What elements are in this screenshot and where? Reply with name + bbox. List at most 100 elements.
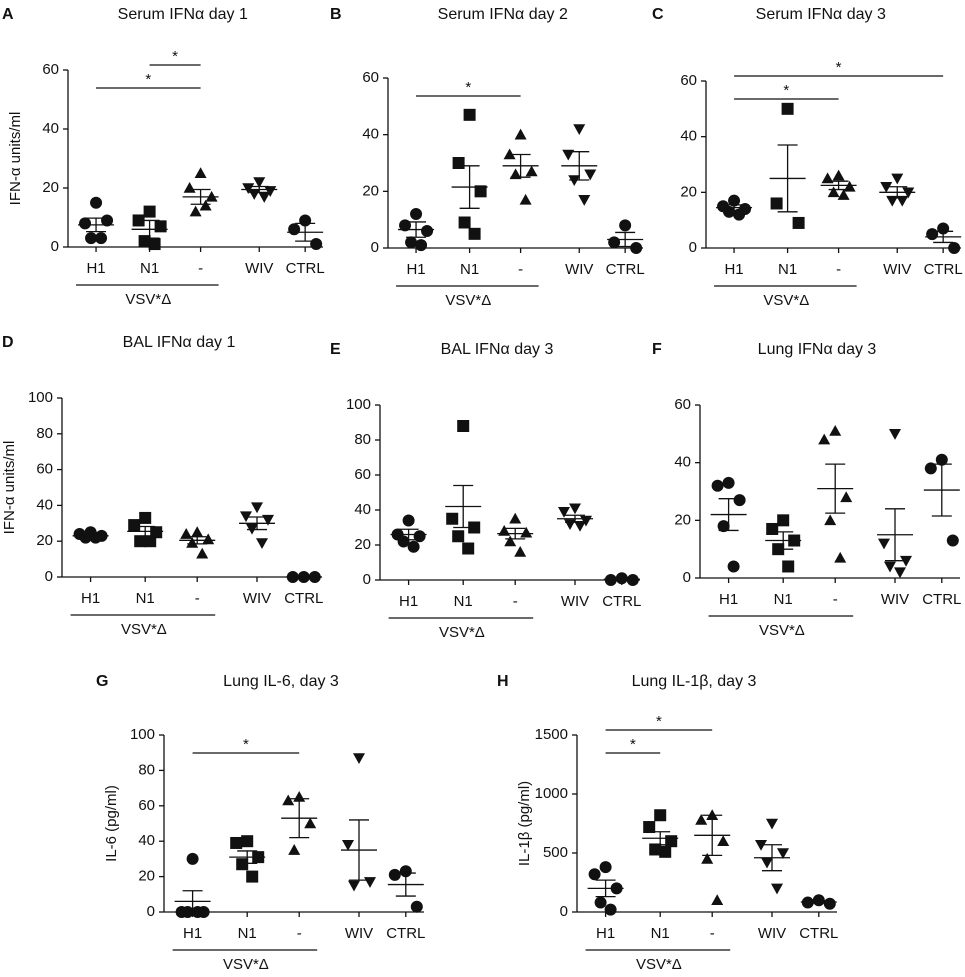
x-tick-label: WIV [881,591,909,608]
data-point [626,574,639,586]
data-point [578,195,591,206]
y-tick-label: 1000 [535,785,568,802]
chart-title: BAL IFNα day 1 [123,334,236,351]
data-point [711,894,724,905]
data-point [230,836,243,849]
data-point [520,526,533,538]
data-point [241,835,254,848]
data-point [649,843,662,856]
data-point [630,242,643,254]
group-label: VSV*Δ [125,291,171,308]
data-point [926,228,939,241]
x-tick-label: H1 [86,260,105,277]
data-point [562,149,575,161]
panel-letter: C [652,6,664,23]
x-tick-label: N1 [460,261,479,278]
x-tick-label: CTRL [602,593,641,610]
data-point [701,852,714,864]
data-point [818,433,831,445]
y-tick-label: 60 [138,797,155,814]
data-point [186,852,199,865]
data-point [604,903,617,916]
data-point [619,219,632,232]
y-tick-label: 500 [543,844,568,861]
x-tick-label: N1 [454,593,473,610]
significance-label: * [465,79,471,96]
data-point [558,506,570,518]
y-tick-label: 60 [42,61,59,78]
significance-label: * [172,48,178,65]
data-point [251,502,263,514]
data-point [723,205,736,218]
data-point [399,865,412,878]
data-point [504,535,517,547]
data-point [405,236,418,249]
data-point [342,839,354,851]
y-tick-label: 0 [371,239,379,256]
y-tick-label: 0 [363,571,371,588]
x-tick-label: N1 [774,591,793,608]
y-tick-label: 80 [36,425,53,442]
significance-label: * [630,736,636,753]
x-tick-label: H1 [406,261,425,278]
data-point [183,182,196,193]
x-tick-label: CTRL [924,261,963,278]
x-tick-label: - [518,261,523,278]
y-tick-label: 0 [683,569,691,586]
y-tick-label: 20 [138,868,155,885]
y-tick-label: 40 [138,832,155,849]
y-tick-label: 60 [36,461,53,478]
data-point [755,839,767,851]
data-point [834,551,847,563]
y-axis-label: IL-6 (pg/ml) [103,785,120,862]
group-label: VSV*Δ [759,622,805,639]
data-point [421,225,434,237]
data-point [886,195,899,207]
data-point [777,514,790,527]
data-point [132,214,145,227]
data-point [90,196,103,209]
data-point [588,868,601,881]
y-tick-label: 0 [147,903,155,920]
data-point [599,861,612,874]
data-point [878,538,890,550]
data-point [457,420,470,432]
y-tick-label: 40 [680,128,697,145]
data-point [413,530,426,543]
data-point [766,818,778,830]
data-point [604,574,617,586]
y-axis-label: IL-1β (pg/ml) [516,781,533,866]
data-point [717,835,730,846]
y-tick-label: 80 [354,431,371,448]
data-point [253,177,266,189]
x-tick-label: - [836,261,841,278]
x-tick-label: - [195,590,200,607]
significance-label: * [243,736,249,753]
y-tick-label: 40 [42,120,59,137]
x-tick-label: H1 [724,261,743,278]
data-point [525,165,538,177]
x-tick-label: N1 [778,261,797,278]
x-tick-label: CTRL [286,260,325,277]
y-tick-label: 100 [346,396,371,413]
group-label: VSV*Δ [121,621,167,638]
x-tick-label: WIV [245,260,273,277]
x-tick-label: N1 [136,590,155,607]
data-point [410,208,423,220]
data-point [733,494,746,507]
data-point [770,197,783,210]
data-point [310,238,323,251]
data-point [144,535,157,548]
data-point [240,511,252,523]
y-tick-label: 0 [51,238,59,255]
x-tick-label: CTRL [606,261,645,278]
data-point [935,453,948,466]
data-point [452,157,465,169]
data-point [654,809,667,822]
data-point [154,220,167,233]
x-tick-label: WIV [565,261,593,278]
y-tick-label: 100 [28,389,53,406]
group-label: VSV*Δ [439,624,485,641]
data-point [843,180,856,192]
y-tick-label: 0 [45,568,53,585]
